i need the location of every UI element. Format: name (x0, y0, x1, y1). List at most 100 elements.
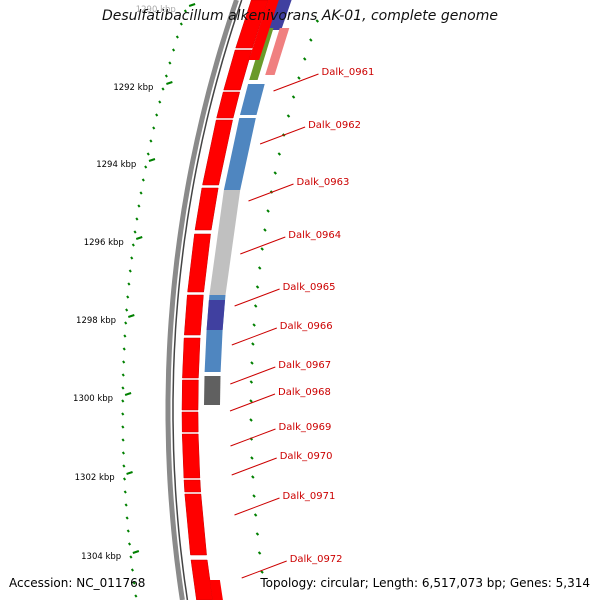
outer-dot (250, 361, 254, 365)
cds-arrow (184, 294, 204, 336)
ruler-dot (137, 204, 141, 208)
cds-track (181, 0, 279, 600)
outer-dot (249, 399, 253, 403)
cds-arrow (194, 187, 219, 231)
ruler-dot (164, 74, 168, 78)
gene-label: Dalk_0968 (278, 387, 331, 398)
backbone-line (165, 0, 239, 600)
outer-dot (252, 323, 256, 327)
ruler-dot (134, 594, 138, 598)
outer-dot (255, 285, 260, 289)
backbone (165, 0, 243, 600)
ruler-dot (121, 438, 125, 442)
ruler-tick (128, 314, 135, 318)
map-title: Desulfatibacillum alkenivorans AK-01, co… (101, 8, 499, 24)
gene-leader-line (273, 73, 319, 92)
outer-dot (297, 76, 301, 80)
gene-label: Dalk_0970 (280, 451, 333, 462)
gene-leader-line (234, 288, 280, 307)
ruler-tick (135, 236, 143, 240)
cds-arrow (216, 91, 241, 119)
gene-label: Dalk_0967 (278, 360, 331, 371)
ruler-dot (155, 113, 159, 117)
cds-arrow (183, 479, 201, 493)
ruler-dot (141, 178, 145, 182)
gene-leader-line (240, 236, 286, 255)
ruler-dot (127, 542, 132, 546)
gene-leader-line (229, 393, 276, 412)
gene-leader-line (231, 457, 277, 476)
cog-segment (206, 300, 225, 330)
gene-leader-line (259, 126, 306, 145)
gene-label: Dalk_0972 (290, 554, 343, 565)
ruler-dots (121, 9, 187, 598)
ruler-dot (121, 451, 125, 455)
ruler-tick (124, 392, 132, 396)
ruler-dot (123, 490, 127, 494)
gene-label: Dalk_0966 (280, 321, 333, 332)
outer-dot (309, 38, 313, 42)
outer-dot (266, 209, 270, 213)
outer-dot (291, 95, 296, 99)
outer-dot (249, 380, 254, 384)
outer-dot (250, 456, 254, 460)
ruler-dot (125, 308, 129, 312)
gene-leader-line (241, 560, 287, 579)
ruler-dot (144, 165, 148, 169)
outer-dot (263, 228, 267, 232)
cds-arrow (190, 559, 213, 600)
ruler-dot (131, 243, 135, 247)
ruler-label: 1300 kbp (73, 394, 113, 404)
cds-arrow (248, 0, 279, 60)
cog-segment (265, 28, 290, 75)
cog-segment (223, 118, 256, 190)
ruler-dot (172, 48, 176, 52)
outer-dot (257, 551, 262, 555)
cog-segment (204, 376, 221, 405)
gene-leader-line (230, 428, 276, 447)
ruler-dot (130, 568, 134, 572)
ruler-dot (122, 464, 126, 468)
cds-arrow (202, 119, 233, 186)
ruler-dot (122, 347, 126, 351)
ruler-dot (124, 321, 128, 325)
outer-dot (253, 513, 258, 517)
ruler-label: 1298 kbp (76, 316, 116, 326)
outer-dot (277, 152, 282, 156)
cds-arrow (181, 433, 201, 479)
ruler-labels: 1290 kbp 1292 kbp 1294 kbp 1296 kbp 1298 kbp… (73, 3, 196, 562)
ruler-dot (127, 282, 131, 286)
ruler-dot (133, 230, 137, 234)
cds-arrow (182, 337, 201, 379)
ruler-dot (121, 386, 125, 390)
ruler-tick (148, 158, 156, 162)
cds-arrow (235, 0, 269, 49)
outer-dot (286, 114, 291, 118)
ruler-dot (146, 152, 150, 156)
ruler-tick (188, 3, 196, 7)
cds-arrow (209, 580, 223, 600)
ruler-dot (124, 503, 128, 507)
ruler-dot (168, 61, 172, 65)
gene-leader-line (248, 183, 294, 202)
cds-arrow (181, 379, 199, 411)
outer-dot (252, 494, 256, 498)
ruler-dot (123, 334, 127, 338)
ruler-label: 1302 kbp (75, 473, 115, 483)
ruler-dot (130, 256, 134, 260)
ruler-dot (121, 425, 125, 429)
ruler-dot (121, 399, 125, 403)
ruler-dot (132, 581, 136, 585)
outer-dot (273, 171, 277, 175)
outer-dot (251, 342, 255, 346)
ruler-label: 1294 kbp (96, 160, 136, 170)
outer-dot (255, 532, 260, 536)
ruler-dot (126, 529, 130, 533)
topology-text: Topology: circular; Length: 6,517,073 bp… (260, 576, 590, 590)
ruler-tick (132, 550, 140, 554)
outer-dot (253, 304, 258, 308)
gene-label: Dalk_0965 (283, 282, 336, 293)
ruler-dot (135, 217, 139, 221)
ruler-dot (175, 35, 179, 39)
